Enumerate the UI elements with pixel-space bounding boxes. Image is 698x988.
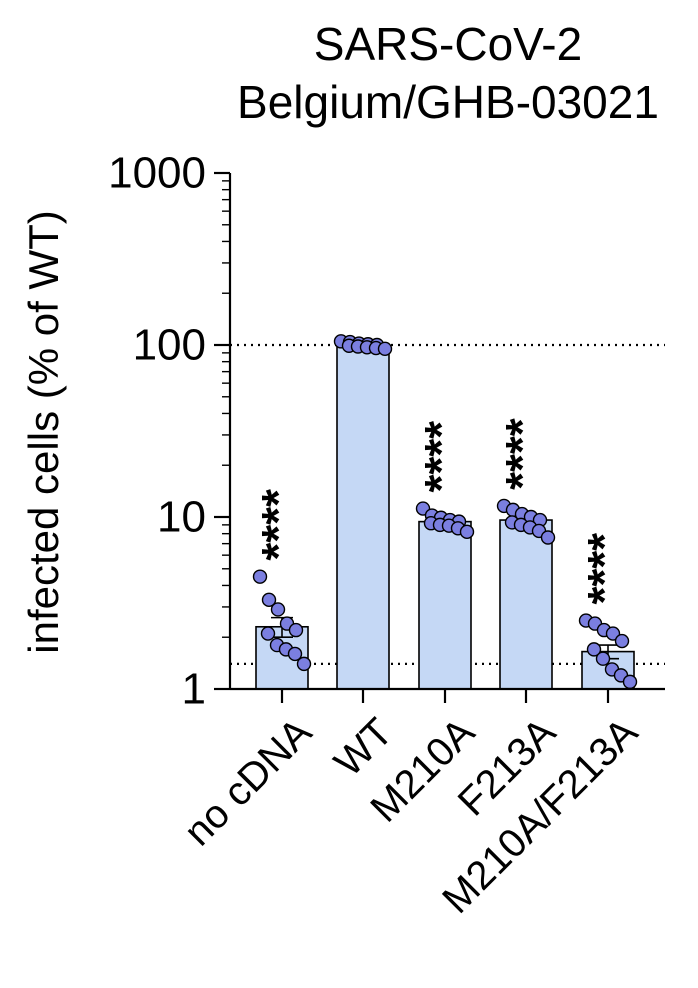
data-point [595,651,611,666]
significance-label-4: **** [578,533,630,605]
data-point [614,633,630,649]
data-point [622,674,638,690]
data-point [287,646,303,662]
data-point [260,626,276,641]
significance-label-0: **** [252,489,304,561]
significance-label-3: **** [496,418,548,490]
y-tick-label-3: 1000 [108,149,206,198]
data-point [252,569,268,584]
bar-3 [499,519,553,690]
data-point [288,622,304,638]
data-point [270,602,286,617]
y-axis-label: infected cells (% of WT) [20,210,67,653]
y-tick-label-2: 100 [133,321,206,370]
data-point [296,656,312,672]
chart-title-line-2: Belgium/GHB-03021 [237,76,659,128]
chart-title-line-1: SARS-CoV-2 [314,18,582,70]
category-label-0: no cDNA [176,710,321,855]
bar-1 [336,344,390,690]
data-point [540,530,556,545]
y-tick-label-1: 10 [157,493,206,542]
data-point [261,592,277,608]
y-tick-label-0: 1 [182,665,206,714]
data-point [586,642,602,657]
data-point [459,524,475,540]
bar-2 [418,520,472,690]
significance-label-2: **** [415,421,467,493]
data-point [377,341,393,357]
